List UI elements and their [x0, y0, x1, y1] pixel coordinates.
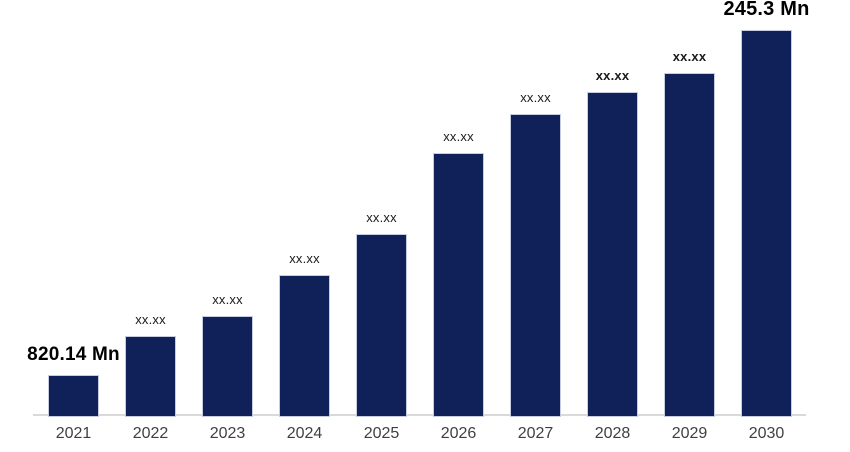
- bar-2030: [741, 30, 792, 417]
- x-axis-line: [33, 414, 806, 416]
- x-tick-2023: 2023: [209, 425, 246, 442]
- bar-2027: [510, 114, 561, 417]
- value-label-2021: 820.14 Mn: [27, 344, 120, 365]
- x-tick-2026: 2026: [440, 425, 477, 442]
- value-label-2022: xx.xx: [135, 312, 166, 327]
- x-tick-2027: 2027: [517, 425, 554, 442]
- x-tick-2022: 2022: [132, 425, 169, 442]
- bar-2029: [664, 73, 715, 417]
- value-label-2026: xx.xx: [443, 129, 474, 144]
- value-label-2023: xx.xx: [212, 292, 243, 307]
- x-tick-2030: 2030: [748, 425, 785, 442]
- bar-2025: [356, 234, 407, 417]
- x-tick-2021: 2021: [55, 425, 92, 442]
- x-tick-2025: 2025: [363, 425, 400, 442]
- x-tick-2029: 2029: [671, 425, 708, 442]
- value-label-2029: xx.xx: [672, 49, 707, 64]
- bar-2024: [279, 275, 330, 417]
- bar-2026: [433, 153, 484, 417]
- value-label-2030: 245.3 Mn: [723, 0, 810, 20]
- value-label-2027: xx.xx: [520, 90, 551, 105]
- bar-2022: [125, 336, 176, 417]
- x-tick-2028: 2028: [594, 425, 631, 442]
- x-tick-2024: 2024: [286, 425, 323, 442]
- bar-2023: [202, 316, 253, 417]
- bar-2028: [587, 92, 638, 417]
- value-label-2024: xx.xx: [289, 251, 320, 266]
- bar-2021: [48, 375, 99, 417]
- value-label-2028: xx.xx: [595, 68, 630, 83]
- value-label-2025: xx.xx: [366, 210, 397, 225]
